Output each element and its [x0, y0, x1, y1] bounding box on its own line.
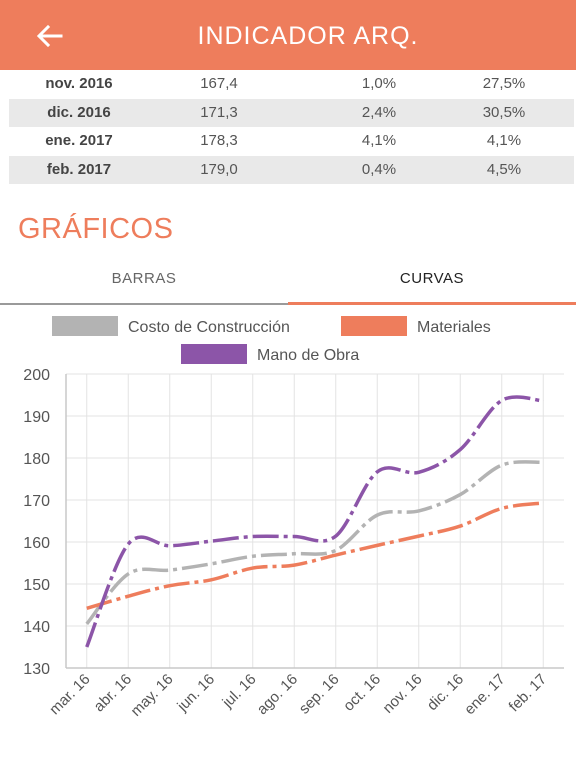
table-cell-index: 171,3	[200, 103, 238, 121]
legend-label: Materiales	[417, 319, 491, 336]
series-line-2	[85, 395, 544, 648]
indicator-table: nov. 2016 167,4 1,0% 27,5% dic. 2016 171…	[9, 70, 574, 184]
x-tick-label: ago. 16	[254, 671, 301, 718]
table-cell-yearly-change: 4,1%	[486, 132, 522, 149]
table-cell-yearly-change: 30,5%	[482, 103, 526, 121]
series-line-0	[85, 460, 544, 626]
legend-label: Mano de Obra	[257, 347, 359, 364]
table-cell-month: dic. 2016	[47, 103, 111, 121]
table-row: nov. 2016 167,4 1,0% 27,5%	[9, 70, 574, 99]
arrow-left-icon	[37, 25, 63, 47]
section-title: GRÁFICOS	[18, 213, 174, 245]
legend-swatch	[52, 316, 118, 336]
table-cell-monthly-change: 0,4%	[361, 160, 397, 178]
table-cell-index: 178,3	[200, 132, 238, 149]
x-tick-label: oct. 16	[340, 671, 384, 715]
x-tick-label: mar. 16	[46, 671, 93, 718]
legend-swatch	[181, 344, 247, 364]
y-tick-label: 200	[23, 367, 50, 384]
table-cell-monthly-change: 4,1%	[361, 132, 397, 149]
legend-swatch	[341, 316, 407, 336]
active-tab-indicator	[288, 302, 576, 305]
x-tick-label: dic. 16	[424, 671, 467, 714]
x-tick-label: nov. 16	[380, 671, 426, 717]
tab-barras[interactable]: BARRAS	[111, 270, 177, 287]
table-cell-monthly-change: 2,4%	[361, 103, 397, 121]
table-cell-yearly-change: 27,5%	[482, 75, 526, 92]
series-line-1	[86, 501, 544, 611]
app-bar: INDICADOR ARQ.	[0, 0, 576, 70]
table-cell-index: 167,4	[200, 75, 238, 92]
x-tick-label: ene. 17	[461, 671, 508, 718]
y-tick-label: 130	[23, 661, 50, 678]
y-tick-label: 160	[23, 535, 50, 552]
x-tick-label: feb. 17	[506, 671, 550, 715]
table-row: ene. 2017 178,3 4,1% 4,1%	[9, 127, 574, 156]
tab-curvas[interactable]: CURVAS	[399, 270, 465, 287]
y-tick-label: 170	[23, 493, 50, 510]
page-title: INDICADOR ARQ.	[197, 22, 419, 50]
tab-divider	[0, 303, 288, 305]
legend-label: Costo de Construcción	[128, 319, 290, 336]
table-row: dic. 2016 171,3 2,4% 30,5%	[9, 98, 574, 127]
x-tick-label: sep. 16	[296, 671, 343, 718]
x-tick-label: may. 16	[128, 671, 177, 720]
back-button[interactable]	[30, 16, 70, 56]
chart-tabs: BARRAS CURVAS	[0, 258, 576, 306]
table-cell-yearly-change: 4,5%	[486, 160, 522, 178]
table-cell-monthly-change: 1,0%	[361, 75, 397, 92]
table-cell-index: 179,0	[200, 160, 238, 178]
y-tick-label: 150	[23, 577, 50, 594]
table-cell-month: nov. 2016	[45, 75, 113, 92]
table-row: feb. 2017 179,0 0,4% 4,5%	[9, 155, 574, 184]
y-tick-label: 140	[23, 619, 50, 636]
y-tick-label: 190	[23, 409, 50, 426]
x-tick-label: jun. 16	[173, 671, 218, 716]
y-tick-label: 180	[23, 451, 50, 468]
table-cell-month: feb. 2017	[46, 160, 112, 178]
table-cell-month: ene. 2017	[45, 132, 113, 149]
